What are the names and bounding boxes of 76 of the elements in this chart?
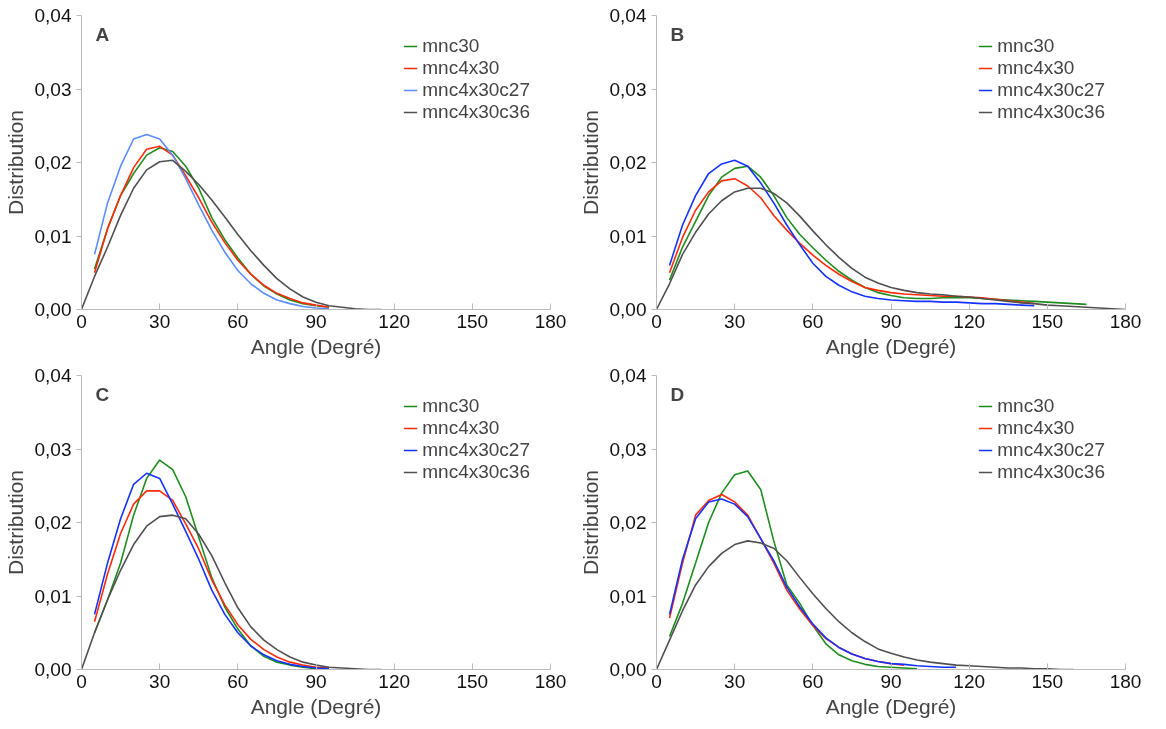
x-tick-label: 180 xyxy=(1109,670,1142,692)
y-tick-label: 0,04 xyxy=(609,365,647,386)
x-tick-label: 30 xyxy=(149,670,171,692)
y-tick-label: 0,02 xyxy=(609,512,647,533)
x-tick-label: 180 xyxy=(534,310,567,332)
x-tick-label: 90 xyxy=(880,670,902,692)
x-tick-label: 60 xyxy=(802,310,824,332)
x-axis-title: Angle (Degré) xyxy=(250,334,382,358)
y-axis-title: Distribution xyxy=(3,469,27,576)
x-tick-label: 90 xyxy=(880,310,902,332)
x-tick-label: 120 xyxy=(953,670,986,692)
legend-label: mnc4x30c27 xyxy=(422,439,530,461)
x-tick-label: 150 xyxy=(1031,670,1064,692)
y-axis-title: Distribution xyxy=(578,109,602,216)
y-tick-label: 0,03 xyxy=(34,438,72,460)
y-tick-label: 0,00 xyxy=(34,299,72,320)
x-tick-label: 90 xyxy=(305,310,327,332)
y-tick-label: 0,00 xyxy=(34,659,72,680)
x-tick-label: 0 xyxy=(651,310,662,332)
x-tick-label: 30 xyxy=(149,310,171,332)
x-tick-label: 30 xyxy=(724,670,746,692)
legend-label: mnc4x30 xyxy=(422,417,500,439)
y-tick-label: 0,04 xyxy=(34,5,72,26)
legend-label: mnc4x30c36 xyxy=(997,101,1105,123)
annotation: C xyxy=(95,383,110,405)
x-tick-label: 0 xyxy=(651,670,662,692)
y-axis-title: Distribution xyxy=(3,109,27,216)
legend-label: mnc4x30c27 xyxy=(997,79,1105,101)
annotation: D xyxy=(670,383,685,405)
x-tick-label: 150 xyxy=(1031,310,1064,332)
x-tick-label: 150 xyxy=(456,670,489,692)
legend-label: mnc30 xyxy=(997,35,1055,57)
legend-label: mnc4x30c36 xyxy=(997,461,1105,483)
y-tick-label: 0,00 xyxy=(609,299,647,320)
y-tick-label: 0,03 xyxy=(34,78,72,100)
x-tick-label: 0 xyxy=(76,310,87,332)
y-tick-label: 0,04 xyxy=(609,5,647,26)
x-axis-title: Angle (Degré) xyxy=(825,694,957,718)
y-tick-label: 0,00 xyxy=(609,659,647,680)
x-tick-label: 60 xyxy=(802,670,824,692)
x-tick-label: 60 xyxy=(227,310,249,332)
x-tick-label: 180 xyxy=(534,670,567,692)
y-axis-title: Distribution xyxy=(578,469,602,576)
legend-label: mnc4x30c36 xyxy=(422,101,530,123)
x-tick-label: 120 xyxy=(378,670,411,692)
legend-label: mnc30 xyxy=(997,395,1055,417)
y-tick-label: 0,02 xyxy=(609,152,647,173)
x-tick-label: 120 xyxy=(953,310,986,332)
legend-label: mnc4x30 xyxy=(997,417,1075,439)
legend-label: mnc4x30 xyxy=(997,57,1075,79)
x-tick-label: 30 xyxy=(724,310,746,332)
x-tick-label: 90 xyxy=(305,670,327,692)
legend-label: mnc30 xyxy=(422,35,480,57)
y-tick-label: 0,01 xyxy=(609,585,647,607)
x-axis-title: Angle (Degré) xyxy=(250,694,382,718)
x-tick-label: 180 xyxy=(1109,310,1142,332)
x-tick-label: 120 xyxy=(378,310,411,332)
y-tick-label: 0,01 xyxy=(609,225,647,247)
annotation: B xyxy=(670,23,685,45)
y-tick-label: 0,01 xyxy=(34,585,72,607)
x-tick-label: 150 xyxy=(456,310,489,332)
y-tick-label: 0,02 xyxy=(34,512,72,533)
legend-label: mnc4x30c27 xyxy=(997,439,1105,461)
legend-label: mnc4x30c27 xyxy=(422,79,530,101)
y-tick-label: 0,04 xyxy=(34,365,72,386)
x-tick-label: 0 xyxy=(76,670,87,692)
legend-label: mnc4x30 xyxy=(422,57,500,79)
y-tick-label: 0,02 xyxy=(34,152,72,173)
legend-label: mnc30 xyxy=(422,395,480,417)
legend-label: mnc4x30c36 xyxy=(422,461,530,483)
y-tick-label: 0,01 xyxy=(34,225,72,247)
x-tick-label: 60 xyxy=(227,670,249,692)
y-tick-label: 0,03 xyxy=(609,438,647,460)
y-tick-label: 0,03 xyxy=(609,78,647,100)
x-axis-title: Angle (Degré) xyxy=(825,334,957,358)
annotation: A xyxy=(95,23,110,45)
